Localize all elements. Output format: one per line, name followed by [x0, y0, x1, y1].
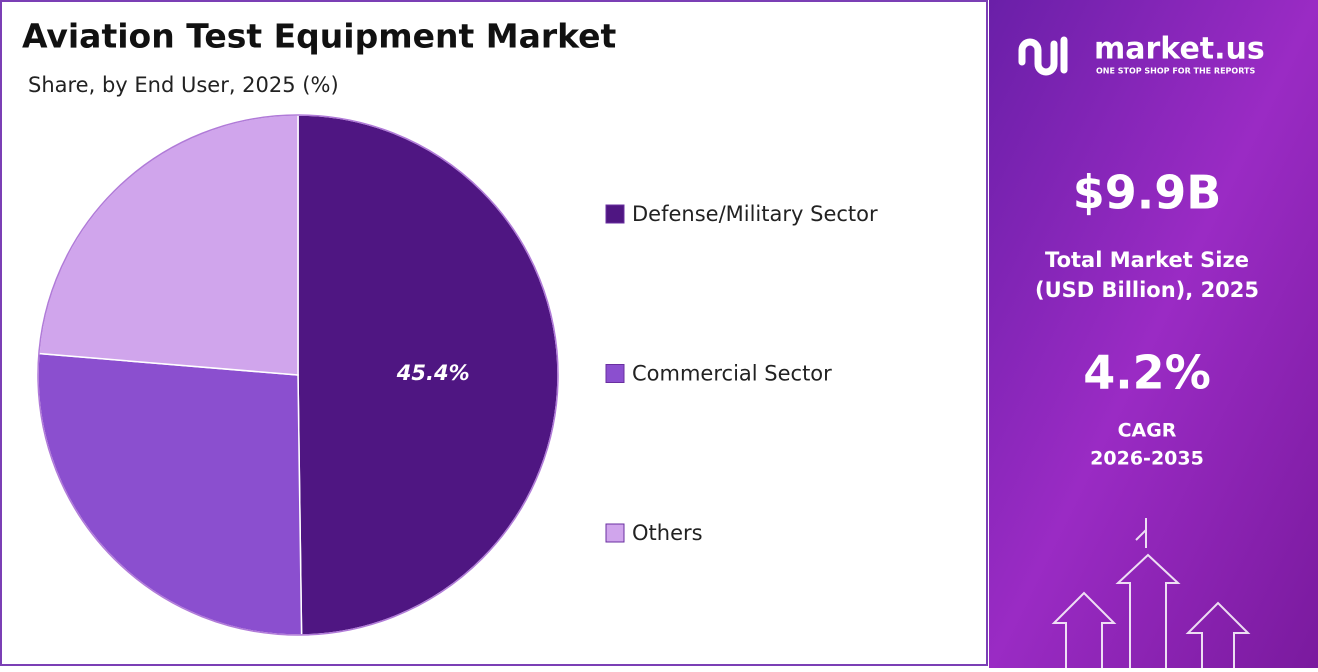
tagline: ONE STOP SHOP FOR THE REPORTS: [1096, 67, 1255, 76]
legend-swatch: [605, 523, 625, 543]
legend-swatch: [605, 364, 625, 383]
legend-label: Others: [632, 521, 703, 545]
market-size-label: Total Market Size: [1045, 248, 1249, 272]
chart-subtitle: Share, by End User, 2025 (%): [28, 73, 339, 97]
side-panel: [989, 0, 1318, 668]
pie: 45.4%: [37, 114, 559, 636]
legend-label: Commercial Sector: [632, 362, 832, 386]
logo-icon: [1018, 36, 1068, 76]
cagr-period: 2026-2035: [1090, 448, 1204, 470]
legend: Defense/Military Sector Commercial Sector…: [605, 202, 878, 545]
arrows-decoration: [1051, 518, 1251, 668]
chart-title: Aviation Test Equipment Market: [22, 17, 617, 56]
legend-swatch: [605, 204, 625, 224]
brand: market.us: [1094, 32, 1265, 67]
cagr: 4.2%: [1083, 346, 1211, 400]
pie-outline: [37, 114, 559, 636]
cagr-label: CAGR: [1118, 420, 1177, 442]
market-size-label: (USD Billion), 2025: [1035, 278, 1259, 302]
market-size: $9.9B: [1073, 166, 1222, 220]
legend-label: Defense/Military Sector: [632, 202, 878, 226]
value-label: 45.4%: [396, 361, 470, 385]
